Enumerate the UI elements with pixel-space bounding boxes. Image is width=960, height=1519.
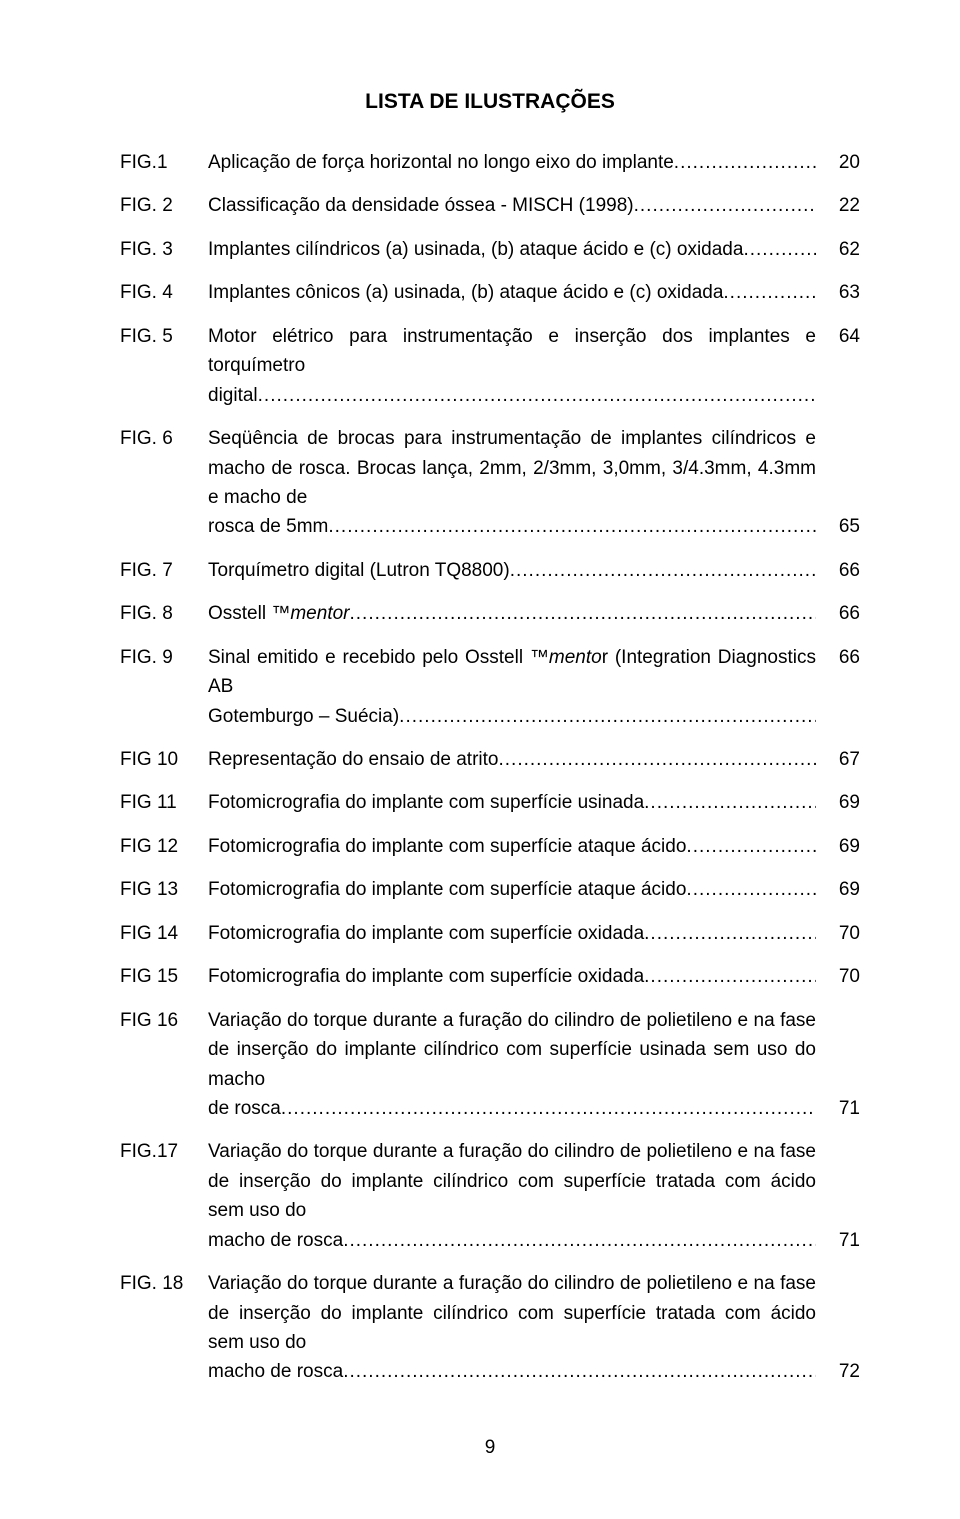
figure-description: Variação do torque durante a furação do …	[208, 1137, 816, 1255]
figure-label: FIG 14	[120, 919, 208, 948]
page-ref: 71	[816, 1094, 860, 1123]
figure-description: Aplicação de força horizontal no longo e…	[208, 148, 816, 177]
list-item: FIG.17Variação do torque durante a furaç…	[120, 1137, 860, 1255]
figure-description: Variação do torque durante a furação do …	[208, 1269, 816, 1387]
figure-description: Representação do ensaio de atrito	[208, 745, 816, 774]
list-item: FIG 15Fotomicrografia do implante com su…	[120, 962, 860, 991]
page-ref: 66	[816, 599, 860, 628]
figure-label: FIG 10	[120, 745, 208, 774]
figure-description: Osstell ™mentor	[208, 599, 816, 628]
figure-description: Fotomicrografia do implante com superfíc…	[208, 962, 816, 991]
list-item: FIG 12Fotomicrografia do implante com su…	[120, 832, 860, 861]
figure-description: Variação do torque durante a furação do …	[208, 1006, 816, 1124]
figure-label: FIG 15	[120, 962, 208, 991]
page-ref: 66	[816, 643, 860, 672]
page-ref: 70	[816, 962, 860, 991]
figure-label: FIG 13	[120, 875, 208, 904]
figure-label: FIG. 6	[120, 424, 208, 453]
page-ref: 22	[816, 191, 860, 220]
list-item: FIG. 5Motor elétrico para instrumentação…	[120, 322, 860, 410]
page-title: LISTA DE ILUSTRAÇÕES	[120, 90, 860, 114]
figure-description: Fotomicrografia do implante com superfíc…	[208, 875, 816, 904]
figure-description: Implantes cilíndricos (a) usinada, (b) a…	[208, 235, 816, 264]
page-ref: 65	[816, 512, 860, 541]
list-item: FIG 11Fotomicrografia do implante com su…	[120, 788, 860, 817]
list-item: FIG. 3Implantes cilíndricos (a) usinada,…	[120, 235, 860, 264]
figure-label: FIG 16	[120, 1006, 208, 1035]
figure-label: FIG. 8	[120, 599, 208, 628]
page-ref: 62	[816, 235, 860, 264]
page-ref: 64	[816, 322, 860, 351]
figure-description: Torquímetro digital (Lutron TQ8800)	[208, 556, 816, 585]
figure-label: FIG. 5	[120, 322, 208, 351]
list-item: FIG. 8Osstell ™mentor66	[120, 599, 860, 628]
figure-label: FIG 12	[120, 832, 208, 861]
figure-description: Fotomicrografia do implante com superfíc…	[208, 788, 816, 817]
list-item: FIG.1Aplicação de força horizontal no lo…	[120, 148, 860, 177]
page-ref: 71	[816, 1226, 860, 1255]
page-ref: 20	[816, 148, 860, 177]
figure-label: FIG. 7	[120, 556, 208, 585]
figure-label: FIG.17	[120, 1137, 208, 1166]
list-item: FIG 13Fotomicrografia do implante com su…	[120, 875, 860, 904]
figure-label: FIG. 18	[120, 1269, 208, 1298]
figure-description: Classificação da densidade óssea - MISCH…	[208, 191, 816, 220]
page-ref: 63	[816, 278, 860, 307]
figure-label: FIG. 9	[120, 643, 208, 672]
figure-description: Implantes cônicos (a) usinada, (b) ataqu…	[208, 278, 816, 307]
figure-label: FIG 11	[120, 788, 208, 817]
figure-label: FIG. 3	[120, 235, 208, 264]
page-number: 9	[120, 1437, 860, 1459]
page-ref: 69	[816, 788, 860, 817]
figure-label: FIG.1	[120, 148, 208, 177]
list-item: FIG. 7Torquímetro digital (Lutron TQ8800…	[120, 556, 860, 585]
page-ref: 70	[816, 919, 860, 948]
figure-description: Fotomicrografia do implante com superfíc…	[208, 832, 816, 861]
figure-description: Sinal emitido e recebido pelo Osstell ™m…	[208, 643, 816, 731]
page-ref: 67	[816, 745, 860, 774]
figure-description: Fotomicrografia do implante com superfíc…	[208, 919, 816, 948]
page-ref: 72	[816, 1357, 860, 1386]
figure-description: Seqüência de brocas para instrumentação …	[208, 424, 816, 542]
illustrations-list: FIG.1Aplicação de força horizontal no lo…	[120, 148, 860, 1387]
list-item: FIG. 2Classificação da densidade óssea -…	[120, 191, 860, 220]
figure-description: Motor elétrico para instrumentação e ins…	[208, 322, 816, 410]
list-item: FIG. 9Sinal emitido e recebido pelo Osst…	[120, 643, 860, 731]
list-item: FIG. 18Variação do torque durante a fura…	[120, 1269, 860, 1387]
figure-label: FIG. 2	[120, 191, 208, 220]
page-ref: 66	[816, 556, 860, 585]
figure-label: FIG. 4	[120, 278, 208, 307]
list-item: FIG. 6Seqüência de brocas para instrumen…	[120, 424, 860, 542]
page-ref: 69	[816, 832, 860, 861]
list-item: FIG 16Variação do torque durante a furaç…	[120, 1006, 860, 1124]
page-ref: 69	[816, 875, 860, 904]
list-item: FIG 14Fotomicrografia do implante com su…	[120, 919, 860, 948]
list-item: FIG 10Representação do ensaio de atrito6…	[120, 745, 860, 774]
list-item: FIG. 4Implantes cônicos (a) usinada, (b)…	[120, 278, 860, 307]
